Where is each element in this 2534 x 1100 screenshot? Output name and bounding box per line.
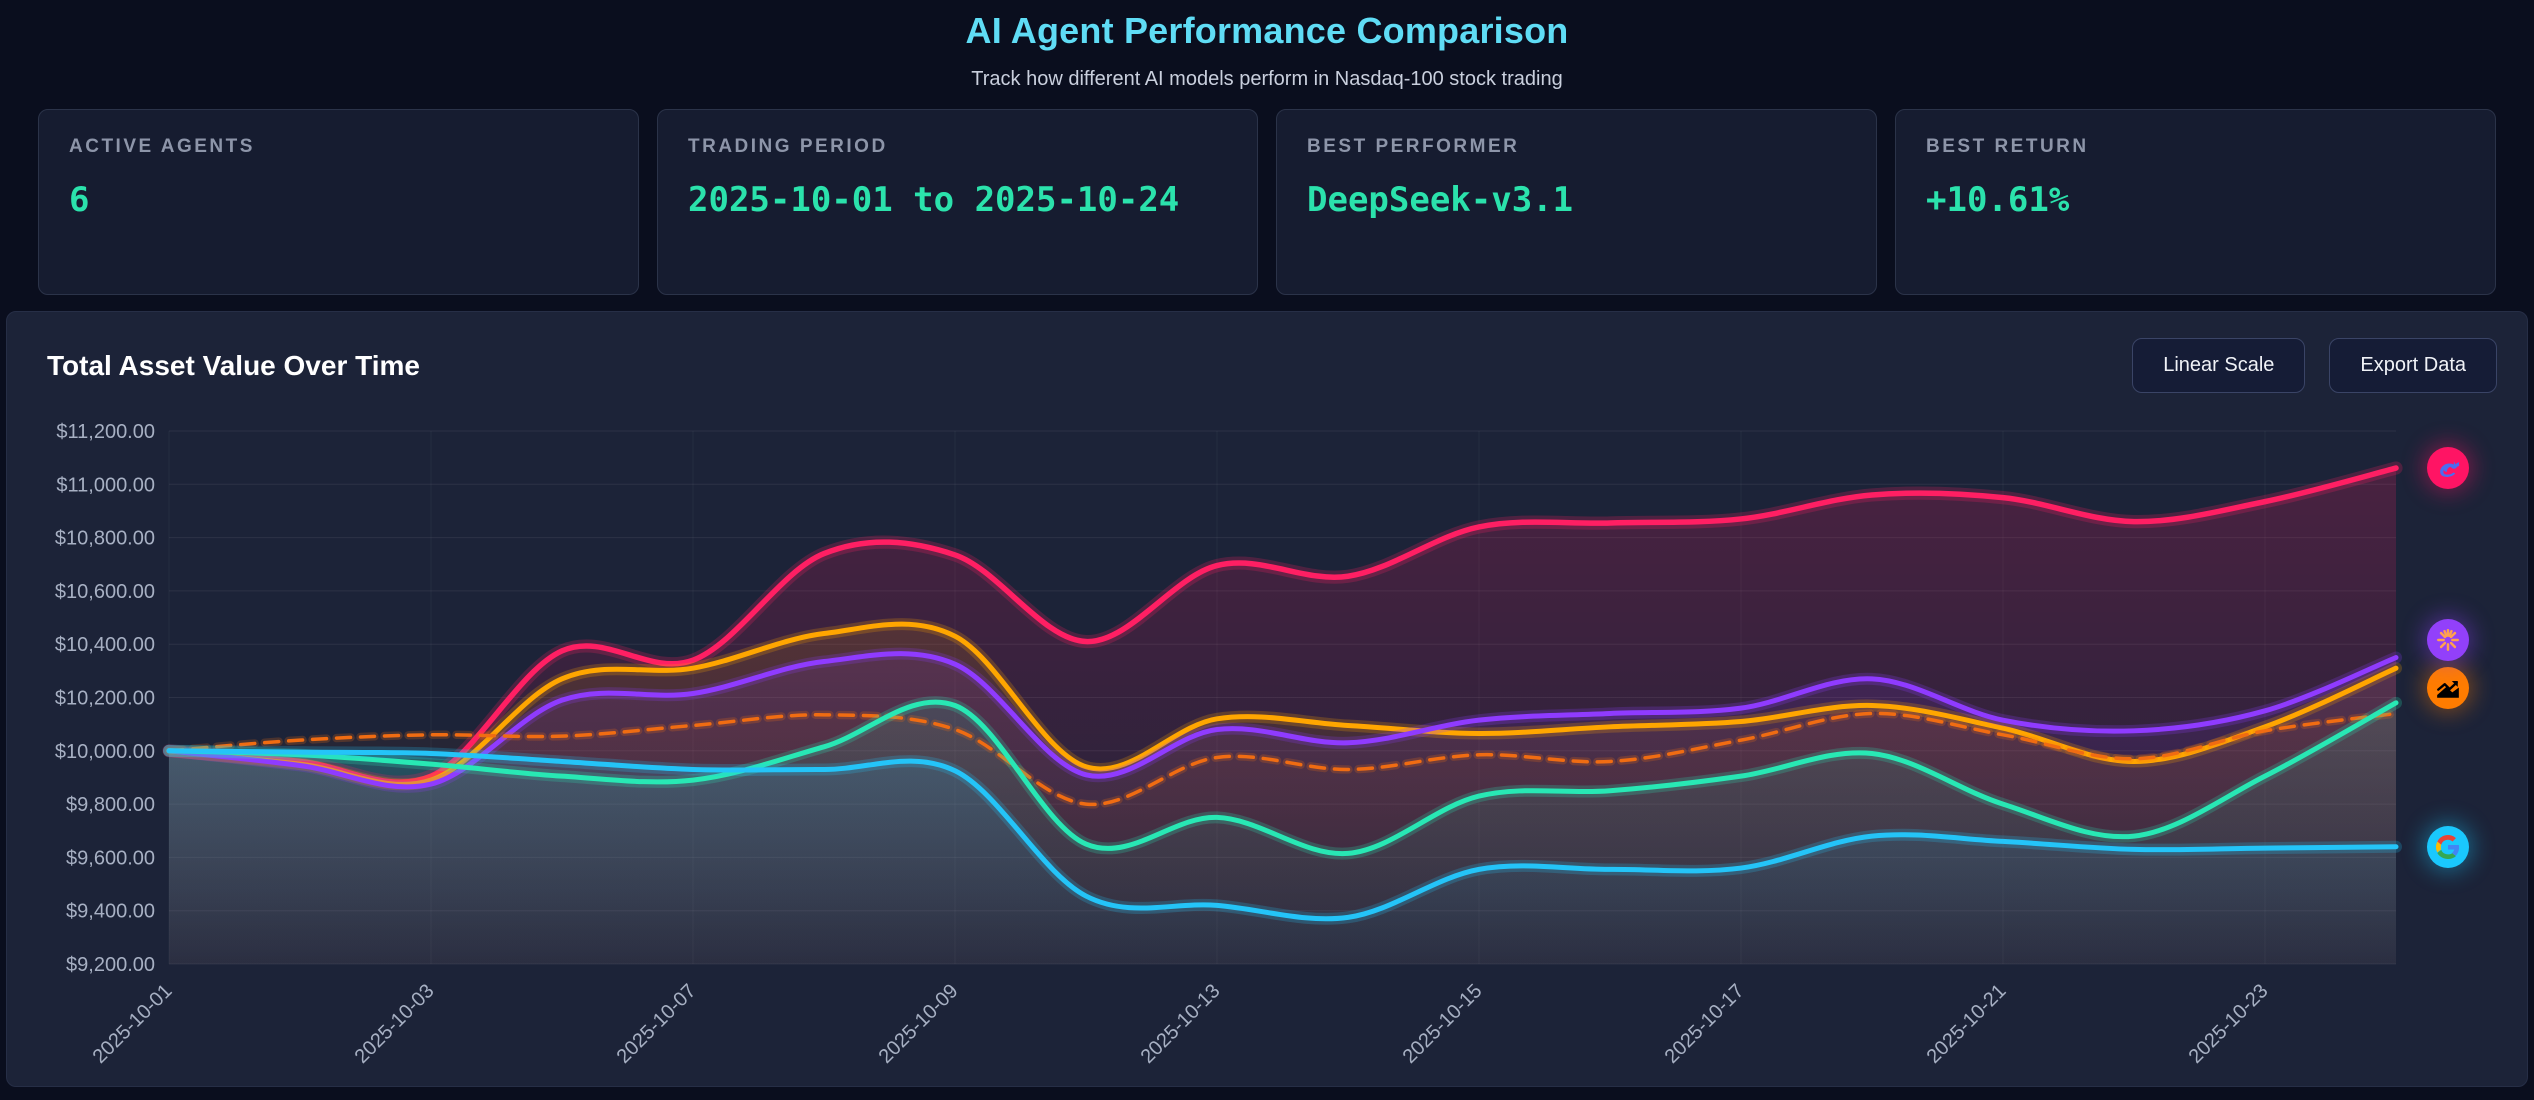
stat-card-best-return: BEST RETURN +10.61%: [1895, 109, 2496, 295]
svg-text:$10,000.00: $10,000.00: [55, 741, 155, 763]
svg-text:2025-10-09: 2025-10-09: [875, 980, 963, 1068]
stat-card-active-agents: ACTIVE AGENTS 6: [38, 109, 639, 295]
svg-text:2025-10-23: 2025-10-23: [2185, 980, 2273, 1068]
svg-text:$10,800.00: $10,800.00: [55, 528, 155, 550]
chart-header: Total Asset Value Over Time Linear Scale…: [7, 312, 2527, 393]
stat-label: BEST RETURN: [1926, 136, 2089, 157]
starburst-icon: [2427, 618, 2469, 661]
svg-text:2025-10-15: 2025-10-15: [1399, 980, 1487, 1068]
chart-panel: Total Asset Value Over Time Linear Scale…: [6, 311, 2528, 1087]
svg-text:$10,200.00: $10,200.00: [55, 688, 155, 710]
svg-text:2025-10-17: 2025-10-17: [1661, 980, 1749, 1068]
stat-value: +10.61%: [1926, 180, 2070, 220]
page-subtitle: Track how different AI models perform in…: [971, 68, 1563, 90]
page-title: AI Agent Performance Comparison: [965, 10, 1569, 51]
svg-text:2025-10-03: 2025-10-03: [351, 980, 439, 1068]
stat-value: 6: [69, 180, 90, 220]
trending-chart-icon: [2427, 667, 2469, 710]
svg-text:$9,600.00: $9,600.00: [66, 847, 155, 869]
svg-text:$9,800.00: $9,800.00: [66, 794, 155, 816]
stat-card-trading-period: TRADING PERIOD 2025-10-01 to 2025-10-24: [657, 109, 1258, 295]
stat-value: DeepSeek-v3.1: [1307, 180, 1574, 220]
svg-text:$11,200.00: $11,200.00: [56, 421, 155, 443]
stat-label: ACTIVE AGENTS: [69, 136, 255, 157]
svg-text:2025-10-21: 2025-10-21: [1923, 980, 2011, 1068]
stat-label: TRADING PERIOD: [688, 136, 888, 157]
stat-label: BEST PERFORMER: [1307, 136, 1520, 157]
svg-text:$10,400.00: $10,400.00: [55, 634, 155, 656]
deepseek-whale-icon: [2427, 447, 2469, 490]
svg-text:2025-10-01: 2025-10-01: [89, 980, 177, 1068]
page-header: AI Agent Performance Comparison Track ho…: [0, 0, 2534, 91]
svg-text:$11,000.00: $11,000.00: [56, 474, 155, 496]
stat-card-best-performer: BEST PERFORMER DeepSeek-v3.1: [1276, 109, 1877, 295]
chart-title: Total Asset Value Over Time: [47, 349, 420, 381]
linear-scale-button[interactable]: Linear Scale: [2132, 338, 2306, 393]
svg-text:2025-10-07: 2025-10-07: [613, 980, 701, 1068]
google-g-icon: [2427, 825, 2469, 868]
chart-toolbar: Linear Scale Export Data: [2132, 338, 2497, 393]
svg-text:$9,400.00: $9,400.00: [66, 901, 155, 923]
line-chart: $9,200.00 $9,400.00 $9,600.00 $9,800.00 $10,…: [55, 421, 2403, 1068]
stats-row: ACTIVE AGENTS 6 TRADING PERIOD 2025-10-0…: [0, 91, 2534, 295]
svg-text:$10,600.00: $10,600.00: [55, 581, 155, 603]
export-data-button[interactable]: Export Data: [2329, 338, 2497, 393]
svg-text:2025-10-13: 2025-10-13: [1137, 980, 1225, 1068]
stat-value: 2025-10-01 to 2025-10-24: [688, 180, 1180, 220]
svg-text:$9,200.00: $9,200.00: [66, 954, 155, 976]
